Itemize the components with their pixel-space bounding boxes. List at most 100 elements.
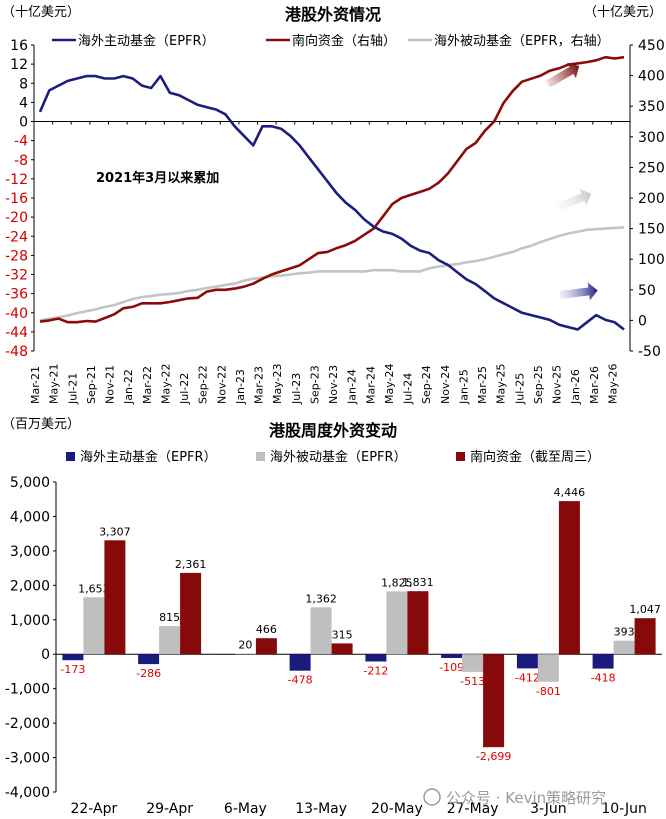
series-line-passive bbox=[39, 226, 625, 322]
bottom-y-tick-label: -3,000 bbox=[5, 751, 50, 767]
left-tick-label: -12 bbox=[5, 172, 28, 188]
right-tick-label: 450 bbox=[638, 38, 665, 54]
bar-value-label: 1,825 bbox=[381, 576, 413, 589]
bar-value-label: 20 bbox=[238, 639, 252, 652]
x-tick-label: Jul-25 bbox=[513, 373, 526, 405]
bar-passive bbox=[386, 591, 408, 655]
left-tick-label: -24 bbox=[5, 229, 28, 245]
category-label: 29-Apr bbox=[146, 801, 193, 817]
left-tick-label: -36 bbox=[5, 287, 28, 303]
right-tick-label: -50 bbox=[638, 344, 661, 360]
bar-value-label: -418 bbox=[591, 672, 616, 685]
category-label: 22-Apr bbox=[70, 801, 117, 817]
x-tick-label: Sep-24 bbox=[420, 365, 433, 404]
x-tick-label: Jan-26 bbox=[569, 369, 582, 405]
x-tick-label: May-24 bbox=[383, 363, 396, 404]
bar-passive bbox=[537, 654, 559, 682]
right-tick-label: 0 bbox=[638, 313, 647, 329]
bar-value-label: 393 bbox=[614, 626, 635, 639]
bar-southbound bbox=[255, 638, 277, 655]
series-line-southbound bbox=[39, 55, 625, 324]
bar-active bbox=[138, 654, 160, 665]
top-chart-right-unit: （十亿美元） bbox=[584, 5, 662, 20]
right-tick-label: 150 bbox=[638, 222, 665, 238]
left-tick-label: 0 bbox=[19, 115, 28, 131]
bar-southbound bbox=[180, 572, 202, 655]
category-label: 13-May bbox=[295, 801, 347, 817]
category-label: 27-May bbox=[447, 801, 499, 817]
bottom-y-tick-label: 3,000 bbox=[10, 544, 50, 560]
bar-active bbox=[62, 654, 84, 661]
bottom-y-tick-label: 1,000 bbox=[10, 613, 50, 629]
bar-passive bbox=[462, 654, 484, 672]
bottom-legend-swatch-southbound bbox=[456, 452, 465, 461]
right-tick-label: 50 bbox=[638, 283, 656, 299]
bar-value-label: 1,831 bbox=[402, 576, 434, 589]
bottom-y-tick-label: 0 bbox=[41, 647, 50, 663]
bar-southbound bbox=[483, 654, 505, 748]
x-tick-label: Nov-24 bbox=[439, 365, 452, 404]
bar-passive bbox=[159, 626, 181, 655]
x-tick-label: Jan-25 bbox=[457, 369, 470, 405]
x-tick-label: Sep-21 bbox=[85, 365, 98, 404]
bar-value-label: 2,361 bbox=[175, 558, 207, 571]
bar-value-label: 4,446 bbox=[554, 486, 586, 499]
x-tick-label: Jul-22 bbox=[178, 373, 191, 405]
x-tick-label: Jul-21 bbox=[66, 373, 79, 405]
bottom-legend-swatch-passive bbox=[256, 452, 265, 461]
x-tick-label: Jan-22 bbox=[122, 369, 135, 405]
left-tick-label: -48 bbox=[5, 344, 28, 360]
right-tick-label: 300 bbox=[638, 130, 665, 146]
x-tick-label: Jan-23 bbox=[234, 369, 247, 405]
bar-value-label: -412 bbox=[515, 671, 540, 684]
bottom-chart-unit: （百万美元） bbox=[2, 417, 80, 432]
top-chart-title: 港股外资情况 bbox=[285, 5, 381, 24]
bar-southbound bbox=[407, 591, 429, 655]
category-label: 10-Jun bbox=[601, 801, 647, 817]
active-arrow bbox=[559, 282, 598, 301]
top-chart-left-unit: （十亿美元） bbox=[2, 5, 80, 20]
bar-active bbox=[516, 654, 538, 669]
right-tick-label: 400 bbox=[638, 69, 665, 85]
x-tick-label: Mar-21 bbox=[29, 366, 42, 404]
passive-up-arrow bbox=[554, 188, 592, 212]
x-tick-label: May-26 bbox=[606, 363, 619, 404]
x-tick-label: May-22 bbox=[159, 363, 172, 404]
top-chart-arrows bbox=[546, 62, 598, 301]
bar-active bbox=[289, 654, 311, 671]
top-chart-legend: 海外主动基金（EPFR） 南向资金（右轴） 海外被动基金（EPFR，右轴） bbox=[52, 33, 610, 49]
category-label: 6-May bbox=[224, 801, 267, 817]
bar-passive bbox=[613, 640, 635, 655]
x-tick-label: Mar-25 bbox=[476, 366, 489, 404]
bar-value-label: 1,653 bbox=[78, 582, 110, 595]
left-tick-label: 16 bbox=[10, 38, 28, 54]
bar-southbound bbox=[104, 540, 126, 655]
bar-value-label: -173 bbox=[60, 663, 85, 676]
bottom-chart-bars: -173 -286 -478 -212 -109 -412 -418 1,653 815 20 1,… bbox=[60, 486, 660, 763]
x-tick-label: Mar-24 bbox=[364, 366, 377, 404]
bottom-legend-label-southbound: 南向资金（截至周三） bbox=[470, 449, 600, 465]
left-tick-label: -8 bbox=[14, 153, 28, 169]
right-tick-label: 100 bbox=[638, 252, 665, 268]
bar-passive bbox=[83, 597, 105, 655]
bar-value-label: -2,699 bbox=[476, 750, 511, 763]
category-label: 20-May bbox=[371, 801, 423, 817]
legend-label-passive: 海外被动基金（EPFR，右轴） bbox=[434, 33, 610, 49]
bottom-legend-swatch-active bbox=[66, 452, 75, 461]
x-tick-label: Mar-26 bbox=[588, 366, 601, 404]
bar-value-label: 815 bbox=[159, 611, 180, 624]
top-chart-lines bbox=[38, 55, 625, 331]
left-tick-label: -32 bbox=[5, 268, 28, 284]
x-tick-label: Nov-25 bbox=[551, 365, 564, 404]
bottom-chart-legend: 海外主动基金（EPFR） 海外被动基金（EPFR） 南向资金（截至周三） bbox=[66, 449, 600, 465]
bar-passive bbox=[234, 653, 256, 655]
southbound-up-arrow bbox=[546, 62, 580, 88]
legend-label-southbound: 南向资金（右轴） bbox=[292, 33, 396, 49]
bar-southbound bbox=[634, 618, 656, 655]
bottom-legend-label-passive: 海外被动基金（EPFR） bbox=[270, 449, 407, 465]
wechat-icon bbox=[423, 788, 441, 806]
left-tick-label: -20 bbox=[5, 210, 28, 226]
top-chart-axes: 16 12 8 4 0 -4 -8 -12 -16 -20 -24 -28 -32 -36 -40 -44 -4… bbox=[5, 38, 665, 405]
bar-value-label: 315 bbox=[332, 628, 353, 641]
